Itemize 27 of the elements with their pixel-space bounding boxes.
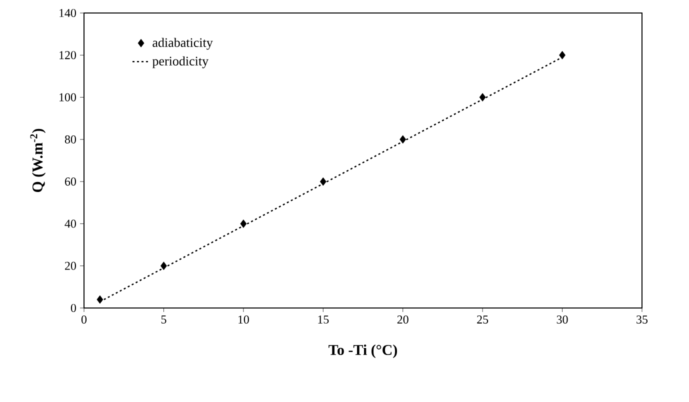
y-tick-label: 100 xyxy=(60,93,76,102)
y-tick-label: 0 xyxy=(70,304,76,312)
x-tick-label: 5 xyxy=(161,316,166,324)
y-tick-label: 60 xyxy=(64,178,76,186)
y-tick-label: 140 xyxy=(60,8,76,18)
point xyxy=(160,262,167,270)
legend-label: adiabaticity xyxy=(152,38,213,50)
point xyxy=(479,93,486,102)
y-tick-label: 40 xyxy=(64,220,76,228)
x-tick-label: 30 xyxy=(556,316,568,324)
x-tick-label: 15 xyxy=(318,316,329,324)
legend-label: periodicity xyxy=(152,56,208,68)
y-axis-title: Q (W.m$^{-2}$) xyxy=(30,128,46,192)
x-tick-label: 35 xyxy=(636,316,648,324)
x-tick-label: 25 xyxy=(477,316,488,324)
point xyxy=(240,220,247,228)
x-tick-label: 20 xyxy=(397,316,408,324)
point xyxy=(320,177,326,186)
point xyxy=(400,135,406,144)
y-tick-label: 20 xyxy=(65,262,76,270)
x-axis-title: To -Ti (°C) xyxy=(328,344,398,358)
x-tick-label: 0 xyxy=(81,316,87,324)
y-tick-label: 80 xyxy=(64,135,76,144)
y-tick-label: 120 xyxy=(60,51,76,60)
x-tick-label: 10 xyxy=(238,316,249,324)
point xyxy=(559,50,566,60)
point xyxy=(96,295,104,304)
